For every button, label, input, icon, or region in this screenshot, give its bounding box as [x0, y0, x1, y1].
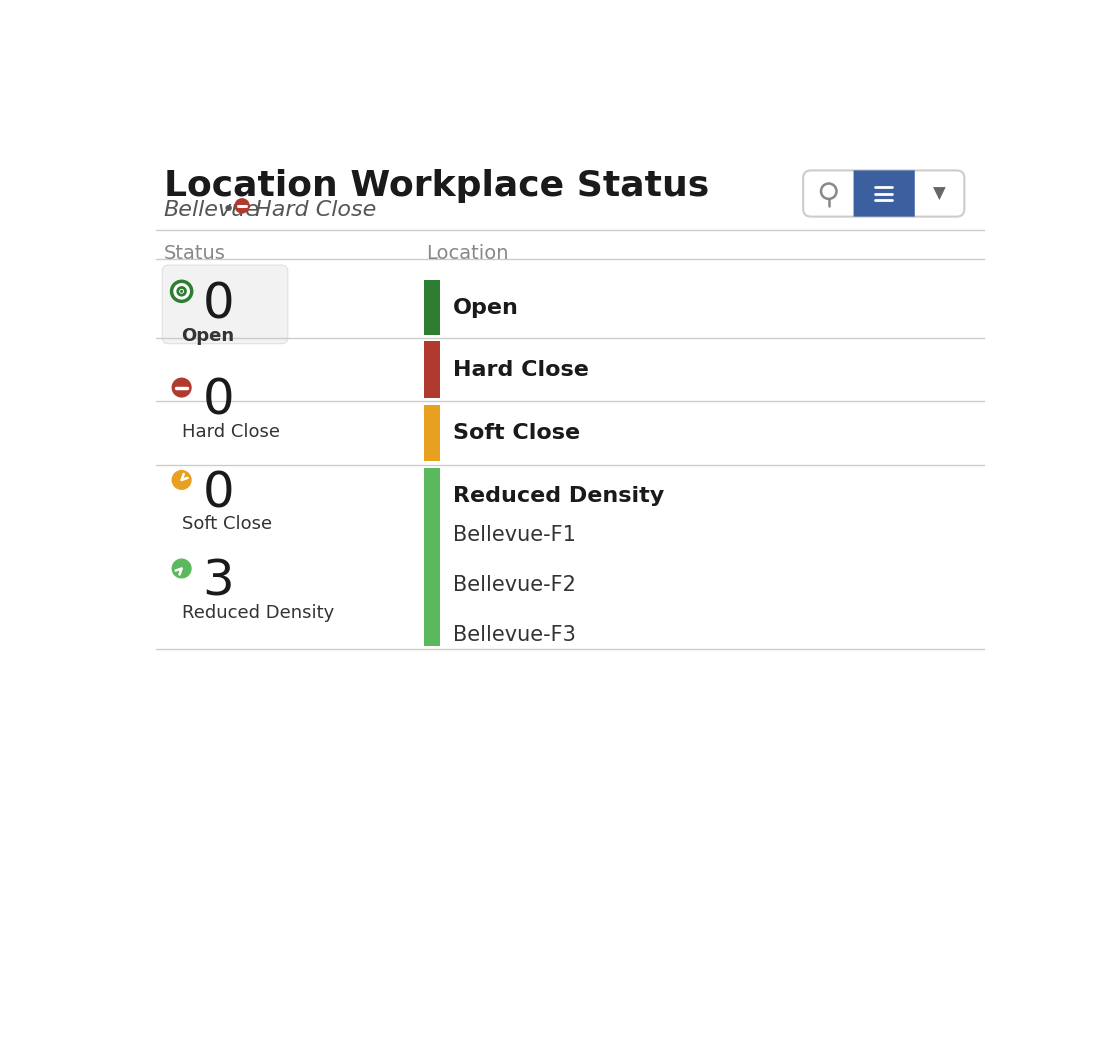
Text: Hard Close: Hard Close [453, 359, 588, 379]
Text: 3: 3 [202, 558, 235, 606]
Text: Location: Location [426, 243, 508, 263]
Circle shape [171, 281, 191, 302]
Bar [424, 280, 439, 335]
Circle shape [235, 198, 250, 214]
Text: Status: Status [163, 243, 226, 263]
Text: Bellevue-F3: Bellevue-F3 [453, 625, 576, 645]
Bar [424, 405, 439, 461]
Text: Open: Open [181, 327, 235, 345]
FancyBboxPatch shape [803, 171, 964, 217]
Bar [424, 342, 439, 398]
FancyBboxPatch shape [854, 171, 915, 217]
Text: Soft Close: Soft Close [181, 516, 271, 533]
Bar [424, 467, 439, 647]
Circle shape [180, 289, 183, 292]
Text: Reduced Density: Reduced Density [453, 486, 664, 506]
Text: Soft Close: Soft Close [453, 423, 580, 443]
Text: Bellevue-F2: Bellevue-F2 [453, 574, 576, 594]
Text: Hard Close: Hard Close [181, 423, 279, 441]
Text: Location Workplace Status: Location Workplace Status [163, 169, 709, 203]
Text: Hard Close: Hard Close [256, 200, 377, 220]
Text: Bellevue-F1: Bellevue-F1 [453, 525, 576, 545]
Text: •: • [221, 200, 235, 220]
Text: ▼: ▼ [933, 184, 946, 202]
Circle shape [178, 287, 186, 296]
Text: Bellevue: Bellevue [163, 200, 260, 220]
Text: 0: 0 [202, 377, 235, 424]
Circle shape [171, 377, 191, 397]
Text: Reduced Density: Reduced Density [181, 604, 334, 621]
FancyBboxPatch shape [162, 265, 288, 344]
Circle shape [171, 559, 191, 578]
Text: 0: 0 [202, 470, 235, 517]
Text: 0: 0 [202, 281, 235, 328]
Text: Open: Open [453, 299, 519, 319]
Circle shape [171, 470, 191, 490]
